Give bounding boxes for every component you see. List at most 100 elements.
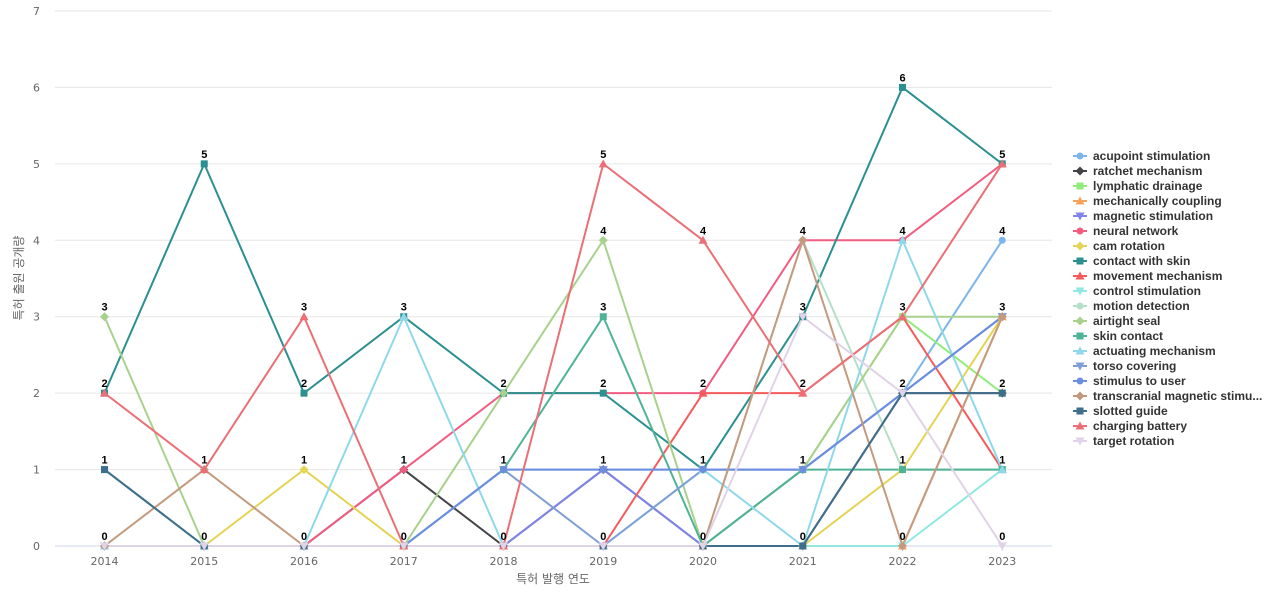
data-label: 0: [999, 531, 1005, 543]
legend-label: torso covering: [1093, 359, 1176, 373]
series-11-point[interactable]: [598, 235, 608, 245]
series-19-point[interactable]: [399, 542, 409, 551]
series-13-point[interactable]: [399, 312, 409, 321]
legend-label: mechanically coupling: [1093, 194, 1222, 208]
series-5-point[interactable]: [400, 466, 408, 474]
legend-item[interactable]: target rotation: [1073, 434, 1174, 448]
series-18-point[interactable]: [598, 159, 608, 168]
series-18-point[interactable]: [199, 465, 209, 474]
series-16-point[interactable]: [798, 235, 808, 245]
series-17-point[interactable]: [998, 389, 1006, 397]
legend-item[interactable]: contact with skin: [1073, 254, 1190, 268]
series-18-point[interactable]: [100, 388, 109, 397]
y-tick-label: 4: [33, 234, 40, 247]
data-label: 1: [101, 455, 107, 467]
series-12-point[interactable]: [899, 466, 906, 474]
series-18-point[interactable]: [299, 312, 309, 321]
legend-item[interactable]: skin contact: [1073, 329, 1163, 343]
legend-item[interactable]: ratchet mechanism: [1073, 164, 1202, 178]
x-tick-label: 2020: [689, 555, 717, 568]
legend-label: actuating mechanism: [1093, 344, 1216, 358]
legend-item[interactable]: stimulus to user: [1073, 374, 1186, 388]
legend-item[interactable]: actuating mechanism: [1073, 344, 1216, 358]
series-18-point[interactable]: [698, 235, 708, 244]
series-19-point[interactable]: [199, 542, 209, 551]
legend-item[interactable]: torso covering: [1073, 359, 1176, 373]
data-label: 1: [301, 455, 307, 467]
y-tick-label: 1: [33, 464, 40, 477]
series-15-point[interactable]: [699, 466, 707, 474]
series-15-point[interactable]: [799, 466, 807, 474]
legend-item[interactable]: charging battery: [1073, 419, 1187, 433]
legend-label: movement mechanism: [1093, 269, 1222, 283]
legend-item[interactable]: movement mechanism: [1073, 269, 1222, 283]
legend-symbol-marker: [1075, 437, 1085, 446]
series-lines: [103, 86, 1004, 547]
legend-symbol-marker: [1076, 407, 1084, 415]
data-label: 0: [201, 531, 207, 543]
legend-item[interactable]: cam rotation: [1073, 239, 1165, 253]
series-12-point[interactable]: [599, 313, 607, 321]
series-6-point[interactable]: [299, 465, 309, 475]
series-7-point[interactable]: [899, 83, 906, 91]
series-7-point[interactable]: [599, 389, 607, 397]
series-7-point[interactable]: [200, 160, 208, 168]
series-19-point[interactable]: [698, 542, 708, 551]
legend-label: ratchet mechanism: [1093, 164, 1202, 178]
data-label: 2: [101, 378, 107, 390]
series-18-point[interactable]: [997, 159, 1007, 168]
series-19-point[interactable]: [798, 313, 808, 322]
series-17-point[interactable]: [799, 542, 807, 550]
legend-item[interactable]: acupoint stimulation: [1073, 149, 1210, 163]
legend-item[interactable]: control stimulation: [1073, 284, 1201, 298]
x-tick-label: 2022: [889, 555, 917, 568]
legend-symbol-marker: [1075, 212, 1085, 221]
legend-item[interactable]: neural network: [1073, 224, 1179, 238]
series-11-point[interactable]: [100, 312, 109, 322]
data-label: 4: [800, 225, 807, 237]
data-label: 2: [999, 378, 1005, 390]
legend-label: magnetic stimulation: [1093, 209, 1213, 223]
series-13-point[interactable]: [997, 465, 1007, 474]
series-19-point[interactable]: [499, 542, 508, 551]
series-15-point[interactable]: [500, 466, 507, 474]
legend-label: airtight seal: [1093, 314, 1160, 328]
legend-symbol-marker: [1076, 227, 1084, 235]
series-18-point[interactable]: [898, 312, 907, 321]
data-label: 3: [101, 302, 107, 314]
series-19-point[interactable]: [598, 542, 608, 551]
series-8-point[interactable]: [698, 388, 708, 397]
series-17-point[interactable]: [101, 466, 108, 474]
legend-item[interactable]: magnetic stimulation: [1073, 209, 1213, 223]
legend-label: transcranial magnetic stimu...: [1093, 389, 1262, 403]
legend-item[interactable]: mechanically coupling: [1073, 194, 1222, 208]
series-19-point[interactable]: [997, 542, 1007, 551]
series-13-point[interactable]: [898, 235, 907, 244]
legend-symbol-marker: [1076, 152, 1084, 160]
data-label: 4: [899, 225, 906, 237]
series-15-point[interactable]: [599, 466, 607, 474]
legend-symbol-marker: [1075, 166, 1085, 176]
series-16-point[interactable]: [898, 541, 907, 551]
series-0-point[interactable]: [998, 236, 1006, 244]
legend-item[interactable]: motion detection: [1073, 299, 1190, 313]
series-18-point[interactable]: [798, 388, 808, 397]
series-7-line[interactable]: [103, 86, 1004, 471]
series-19-point[interactable]: [898, 389, 907, 398]
legend-item[interactable]: lymphatic drainage: [1073, 179, 1203, 193]
legend-item[interactable]: slotted guide: [1073, 404, 1168, 418]
series-19-line[interactable]: [103, 315, 1004, 547]
y-tick-label: 7: [33, 5, 40, 18]
series-19-point[interactable]: [299, 542, 309, 551]
series-19-point[interactable]: [100, 542, 109, 551]
series-11-point[interactable]: [499, 388, 508, 398]
series-18-line[interactable]: [103, 162, 1004, 547]
legend-label: contact with skin: [1093, 254, 1190, 268]
legend-item[interactable]: airtight seal: [1073, 314, 1160, 328]
legend-item[interactable]: transcranial magnetic stimu...: [1073, 389, 1262, 403]
data-label: 3: [600, 302, 606, 314]
series-7-point[interactable]: [300, 389, 308, 397]
series-16-point[interactable]: [997, 312, 1007, 322]
data-label: 4: [600, 225, 607, 237]
